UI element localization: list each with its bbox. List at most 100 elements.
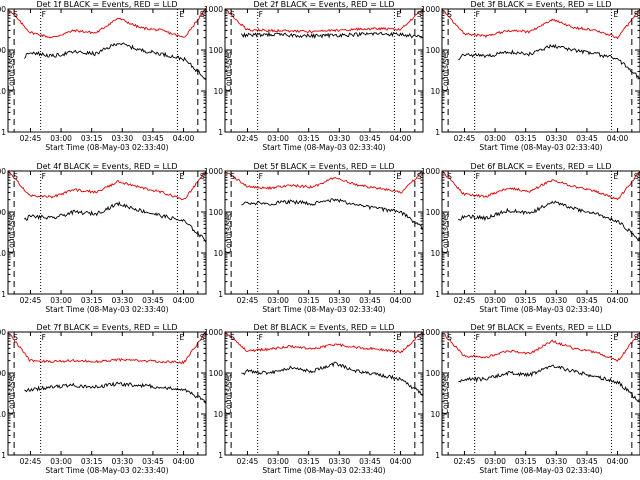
x-tick-label: 03:45 xyxy=(576,457,598,466)
x-tick-label: 04:00 xyxy=(173,296,195,305)
x-tick-label: 03:00 xyxy=(484,457,506,466)
x-tick-label: 03:30 xyxy=(328,457,350,466)
x-tick-label: 02:45 xyxy=(454,296,476,305)
chart-panel-4: Det 4f BLACK = Events, RED = LLD S F E S 02:4… xyxy=(0,162,207,314)
x-tick-label: 03:45 xyxy=(142,134,164,143)
series-line-events xyxy=(458,43,640,79)
y-tick-label: 1000 xyxy=(421,167,440,176)
x-tick-label: 03:30 xyxy=(111,296,133,305)
x-tick-label: 02:45 xyxy=(237,134,259,143)
chart-panel-7: Det 7f BLACK = Events, RED = LLD S F E S 02:4… xyxy=(0,323,207,475)
plot-frame xyxy=(7,331,207,456)
y-tick-label: 100 xyxy=(0,46,6,55)
y-tick-label: 100 xyxy=(426,208,441,217)
x-tick-label: 03:30 xyxy=(111,134,133,143)
y-axis-label: Counts/sec xyxy=(7,373,16,414)
y-tick-label: 1 xyxy=(218,290,223,299)
x-tick-label: 03:15 xyxy=(298,134,320,143)
x-tick-label: 04:00 xyxy=(390,134,412,143)
interval-marker-label: S xyxy=(230,333,235,342)
y-tick-label: 1000 xyxy=(204,5,223,14)
interval-marker-label: F xyxy=(259,10,263,19)
interval-marker-label: S xyxy=(417,172,422,181)
interval-marker-label: S xyxy=(200,10,205,19)
interval-marker-label: S xyxy=(13,333,18,342)
series-line-events xyxy=(241,361,423,396)
x-tick-label: 03:45 xyxy=(359,134,381,143)
x-tick-label: 03:15 xyxy=(298,296,320,305)
y-tick-label: 1 xyxy=(218,128,223,137)
x-tick-label: 03:00 xyxy=(267,296,289,305)
interval-marker-label: S xyxy=(200,172,205,181)
chart-panel-6: Det 6f BLACK = Events, RED = LLD S F E S 02:4… xyxy=(421,162,640,314)
x-axis-label: Start Time (08-May-03 02:33:40) xyxy=(262,143,385,152)
y-axis-label: Counts/sec xyxy=(224,373,233,414)
x-tick-label: 04:00 xyxy=(607,134,629,143)
series-line-lld xyxy=(441,7,640,40)
x-axis-label: Start Time (08-May-03 02:33:40) xyxy=(262,305,385,314)
x-tick-label: 03:00 xyxy=(484,134,506,143)
plot-frame xyxy=(224,331,424,456)
y-tick-label: 10 xyxy=(213,249,223,258)
x-tick-label: 03:15 xyxy=(515,296,537,305)
interval-marker-label: F xyxy=(42,333,46,342)
chart-panel-9: Det 9f BLACK = Events, RED = LLD S F E S 02:4… xyxy=(421,323,640,475)
x-tick-label: 03:30 xyxy=(545,134,567,143)
chart-panel-5: Det 5f BLACK = Events, RED = LLD S F E S 02:4… xyxy=(204,162,424,314)
x-tick-label: 02:45 xyxy=(20,296,42,305)
x-tick-label: 02:45 xyxy=(454,134,476,143)
y-tick-label: 100 xyxy=(426,369,441,378)
x-tick-label: 03:15 xyxy=(81,134,103,143)
series-line-lld xyxy=(7,7,207,39)
x-axis-label: Start Time (08-May-03 02:33:40) xyxy=(479,143,602,152)
y-tick-label: 10 xyxy=(430,249,440,258)
y-tick-label: 1000 xyxy=(0,5,6,14)
y-tick-label: 1 xyxy=(1,128,6,137)
y-tick-label: 1000 xyxy=(421,5,440,14)
plot-frame xyxy=(224,170,424,295)
y-axis-label: Counts/sec xyxy=(7,212,16,253)
y-tick-label: 1 xyxy=(218,451,223,460)
y-tick-label: 1000 xyxy=(204,167,223,176)
series-line-lld xyxy=(7,169,207,201)
interval-marker-label: S xyxy=(417,10,422,19)
x-axis-label: Start Time (08-May-03 02:33:40) xyxy=(479,466,602,475)
x-tick-label: 04:00 xyxy=(607,296,629,305)
x-tick-label: 03:45 xyxy=(576,296,598,305)
interval-marker-label: S xyxy=(417,333,422,342)
x-tick-label: 03:00 xyxy=(267,134,289,143)
y-tick-label: 1000 xyxy=(421,328,440,337)
chart-title: Det 1f BLACK = Events, RED = LLD xyxy=(36,0,177,9)
y-tick-label: 10 xyxy=(213,87,223,96)
interval-marker-label: S xyxy=(447,172,452,181)
y-tick-label: 100 xyxy=(209,369,224,378)
interval-marker-label: E xyxy=(179,10,184,19)
y-axis-label: Counts/sec xyxy=(224,212,233,253)
chart-title: Det 9f BLACK = Events, RED = LLD xyxy=(470,323,611,332)
interval-marker-label: E xyxy=(613,333,618,342)
interval-marker-label: F xyxy=(259,172,263,181)
x-tick-label: 03:00 xyxy=(50,134,72,143)
x-tick-label: 03:00 xyxy=(484,296,506,305)
x-tick-label: 02:45 xyxy=(20,457,42,466)
chart-panel-1: Det 1f BLACK = Events, RED = LLD S F E S 02:4… xyxy=(0,0,207,152)
x-tick-label: 03:45 xyxy=(359,296,381,305)
x-tick-label: 03:15 xyxy=(81,296,103,305)
y-tick-label: 10 xyxy=(430,87,440,96)
y-tick-label: 1 xyxy=(1,290,6,299)
series-line-lld xyxy=(441,170,640,201)
plot-frame xyxy=(441,170,640,295)
series-line-events xyxy=(23,42,207,81)
y-tick-label: 10 xyxy=(0,87,6,96)
chart-panel-8: Det 8f BLACK = Events, RED = LLD S F E S 02:4… xyxy=(204,323,424,475)
series-line-lld xyxy=(224,8,424,34)
interval-marker-label: S xyxy=(200,333,205,342)
x-tick-label: 03:15 xyxy=(515,134,537,143)
x-tick-label: 03:15 xyxy=(81,457,103,466)
y-axis-label: Counts/sec xyxy=(441,212,450,253)
x-tick-label: 03:15 xyxy=(298,457,320,466)
series-line-events xyxy=(458,364,640,402)
x-tick-label: 04:00 xyxy=(173,457,195,466)
interval-marker-label: E xyxy=(396,172,401,181)
